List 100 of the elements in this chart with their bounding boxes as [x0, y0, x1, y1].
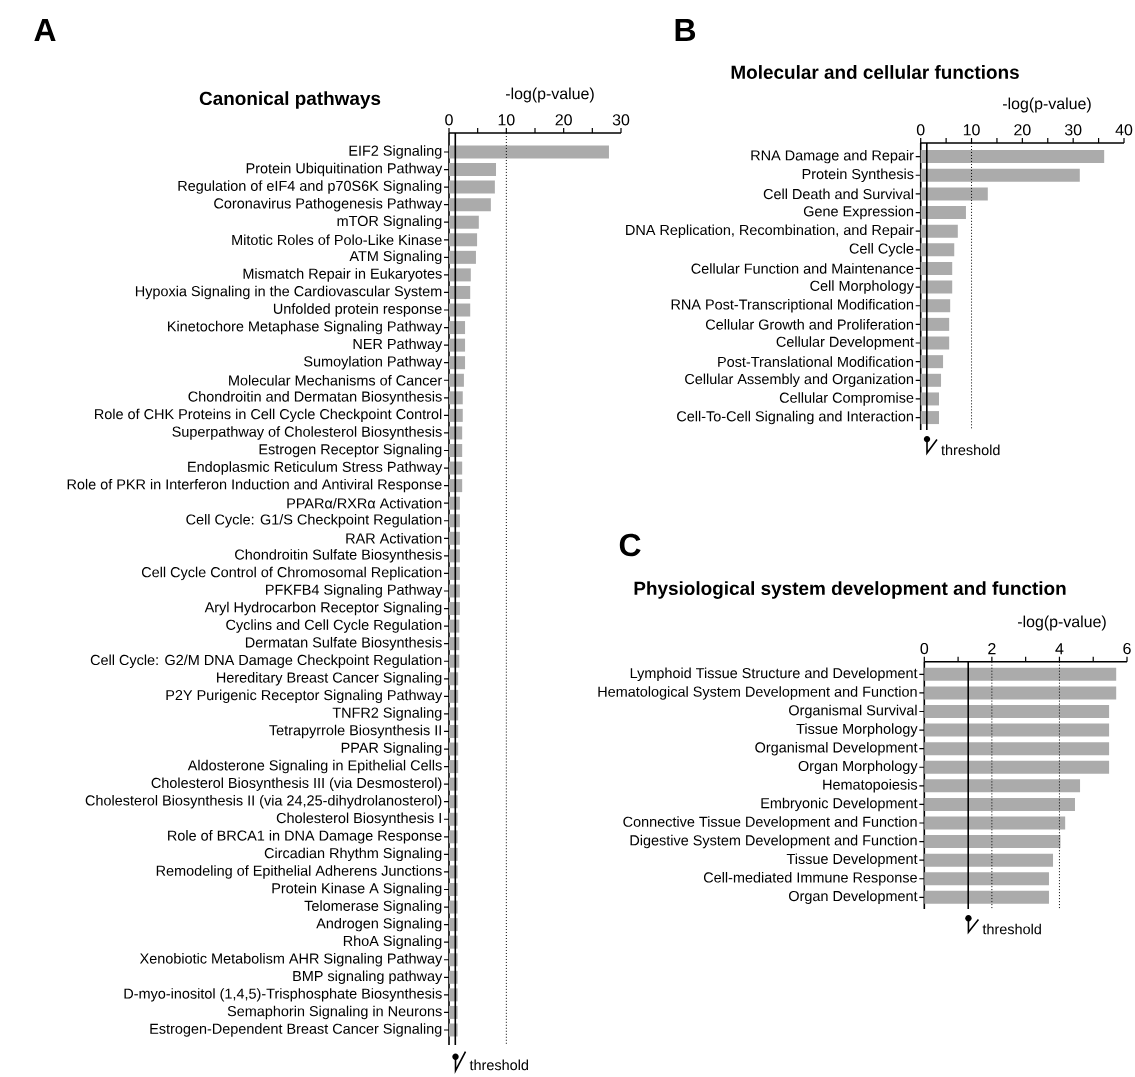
y-tick-label: Cholesterol Biosynthesis I — [276, 812, 441, 826]
x-tick-label: 10 — [498, 114, 515, 126]
y-tick-label: Tetrapyrrole Biosynthesis II — [269, 724, 441, 739]
y-tick-label: EIF2 Signaling — [349, 145, 442, 159]
x-axis-title: -log(p-value) — [1002, 97, 1091, 113]
y-tick-label: Organismal Development — [755, 741, 918, 756]
x-tick-label: 10 — [963, 124, 980, 136]
y-tick-label: mTOR Signaling — [337, 215, 442, 229]
legend-label: threshold — [469, 1059, 528, 1071]
y-tick-label: Digestive System Development and Function — [630, 834, 917, 849]
x-tick-label: 30 — [1064, 124, 1082, 136]
y-tick-label: Chondroitin Sulfate Biosynthesis — [235, 549, 442, 563]
y-tick-label: Regulation of eIF4 and p70S6K Signaling — [178, 180, 442, 194]
y-tick-label: Tissue Morphology — [796, 723, 918, 737]
text: Canonical pathways — [199, 91, 381, 109]
chart-title: Molecular and cellular functions — [731, 65, 1019, 79]
y-tick-label: Cell Death and Survival — [763, 188, 914, 200]
y-tick-label: Remodeling of Epithelial Adherens Junctions — [156, 865, 442, 879]
y-tick-label: PPARα/RXRα Activation — [287, 497, 442, 509]
y-tick-label: Cellular Development — [776, 336, 914, 350]
x-tick-label: 0 — [920, 642, 929, 655]
y-tick-label: Mitotic Roles of Polo-Like Kinase — [232, 234, 442, 246]
y-tick-label: Coronavirus Pathogenesis Pathway — [214, 197, 443, 212]
y-tick-label: Protein Synthesis — [802, 168, 914, 182]
y-tick-label: Aldosterone Signaling in Epithelial Cells — [187, 759, 442, 774]
y-tick-label: Post-Translational Modification — [718, 356, 914, 367]
y-tick-label: Endoplasmic Reticulum Stress Pathway — [188, 461, 443, 475]
x-tick-label: 30 — [612, 114, 630, 126]
y-tick-label: Sumoylation Pathway — [304, 355, 443, 370]
y-tick-label: Lymphoid Tissue Structure and Development — [630, 667, 918, 682]
y-tick-label: Cyclins and Cell Cycle Regulation — [226, 619, 442, 633]
y-tick-label: PFKFB4 Signaling Pathway — [266, 584, 443, 598]
y-tick-label: Cell Cycle — [849, 243, 914, 257]
y-tick-label: RNA Damage and Repair — [751, 149, 914, 164]
legend-label: threshold — [982, 923, 1041, 935]
y-tick-label: Aryl Hydrocarbon Receptor Signaling — [204, 601, 442, 616]
y-tick-label: PPAR Signaling — [341, 742, 442, 756]
y-tick-label: Cellular Growth and Proliferation — [705, 319, 914, 330]
y-tick-label: Semaphorin Signaling in Neurons — [227, 1005, 442, 1020]
y-tick-label: Cell Cycle Control of Chromosomal Replication — [141, 566, 442, 581]
y-tick-label: Connective Tissue Development and Function — [623, 816, 917, 830]
x-tick-label: 20 — [1014, 124, 1031, 136]
y-tick-label: Organismal Survival — [789, 704, 917, 719]
y-tick-label: Molecular Mechanisms of Cancer — [229, 374, 443, 386]
y-tick-label: Circadian Rhythm Signaling — [264, 847, 442, 862]
chart-title: Physiological system development and function — [634, 581, 1066, 599]
y-tick-label: P2Y Purigenic Receptor Signaling Pathway — [166, 689, 443, 704]
y-tick-label: Protein Kinase A Signaling — [272, 882, 442, 897]
y-tick-label: Telomerase Signaling — [304, 900, 442, 914]
x-tick-label: 6 — [1123, 642, 1131, 655]
x-tick-label: 0 — [916, 124, 925, 136]
y-tick-label: Cell-mediated Immune Response — [703, 872, 917, 886]
y-tick-label: Kinetochore Metaphase Signaling Pathway — [168, 320, 443, 335]
y-tick-label: Hematological System Development and Function — [598, 686, 917, 700]
y-tick-label: Mismatch Repair in Eukaryotes — [243, 268, 442, 282]
y-tick-label: Organ Development — [789, 890, 918, 905]
y-tick-label: Estrogen-Dependent Breast Cancer Signaling — [150, 1023, 442, 1037]
x-axis-title: -log(p-value) — [505, 87, 594, 103]
y-tick-label: Cholesterol Biosynthesis II (via 24,25-dihydrolanosterol) — [85, 794, 442, 809]
y-tick-label: Cell Morphology — [810, 280, 914, 294]
y-tick-label: Cellular Function and Maintenance — [691, 263, 914, 274]
y-tick-label: Cellular Compromise — [779, 392, 914, 406]
y-tick-label: RAR Activation — [346, 533, 442, 544]
y-tick-label: Dermatan Sulfate Biosynthesis — [245, 636, 442, 651]
y-tick-label: Unfolded protein response — [273, 303, 442, 317]
x-tick-label: 20 — [555, 114, 572, 126]
y-tick-label: NER Pathway — [353, 338, 443, 352]
x-tick-label: 0 — [445, 114, 453, 126]
y-tick-label: Protein Ubiquitination Pathway — [246, 162, 443, 177]
y-tick-label: Hematopoiesis — [823, 779, 918, 793]
text: A — [34, 19, 56, 41]
y-tick-label: Gene Expression — [803, 205, 914, 220]
x-tick-label: 40 — [1115, 124, 1133, 136]
x-axis-title: -log(p-value) — [1017, 615, 1106, 631]
y-tick-label: Estrogen Receptor Signaling — [259, 443, 442, 458]
y-tick-label: RhoA Signaling — [343, 935, 442, 949]
y-tick-label: Cell Cycle: G1/S Checkpoint Regulation — [186, 514, 442, 528]
y-tick-label: Xenobiotic Metabolism AHR Signaling Pathway — [139, 953, 443, 967]
y-tick-label: RNA Post-Transcriptional Modification — [671, 299, 914, 313]
y-tick-label: Organ Morphology — [798, 760, 918, 774]
y-tick-label: Chondroitin and Dermatan Biosynthesis — [188, 391, 442, 405]
x-tick-label: 2 — [988, 643, 996, 655]
y-tick-label: Androgen Signaling — [316, 917, 442, 932]
y-tick-label: Role of BRCA1 in DNA Damage Response — [168, 830, 442, 844]
y-tick-label: Hypoxia Signaling in the Cardiovascular System — [135, 285, 442, 300]
y-tick-label: ATM Signaling — [349, 250, 442, 265]
y-tick-label: Tissue Development — [786, 853, 918, 867]
text: B — [675, 19, 696, 41]
y-tick-label: Cell-To-Cell Signaling and Interaction — [677, 410, 914, 425]
y-tick-label: D-myo-inositol (1,4,5)-Trisphosphate Biosynthesis — [124, 988, 442, 1002]
y-tick-label: Hereditary Breast Cancer Signaling — [217, 672, 442, 686]
y-tick-label: DNA Replication, Recombination, and Repair — [626, 224, 914, 238]
y-tick-label: TNFR2 Signaling — [332, 707, 442, 721]
y-tick-label: Superpathway of Cholesterol Biosynthesis — [172, 426, 442, 440]
y-tick-label: Role of PKR in Interferon Induction and Antiviral Response — [67, 478, 442, 493]
y-tick-label: BMP signaling pathway — [293, 970, 443, 985]
x-tick-label: 4 — [1055, 643, 1064, 655]
y-tick-label: Cholesterol Biosynthesis III (via Desmosterol) — [151, 777, 442, 791]
y-tick-label: Cellular Assembly and Organization — [685, 373, 914, 388]
y-tick-label: Cell Cycle: G2/M DNA Damage Checkpoint Regulation — [90, 654, 442, 668]
